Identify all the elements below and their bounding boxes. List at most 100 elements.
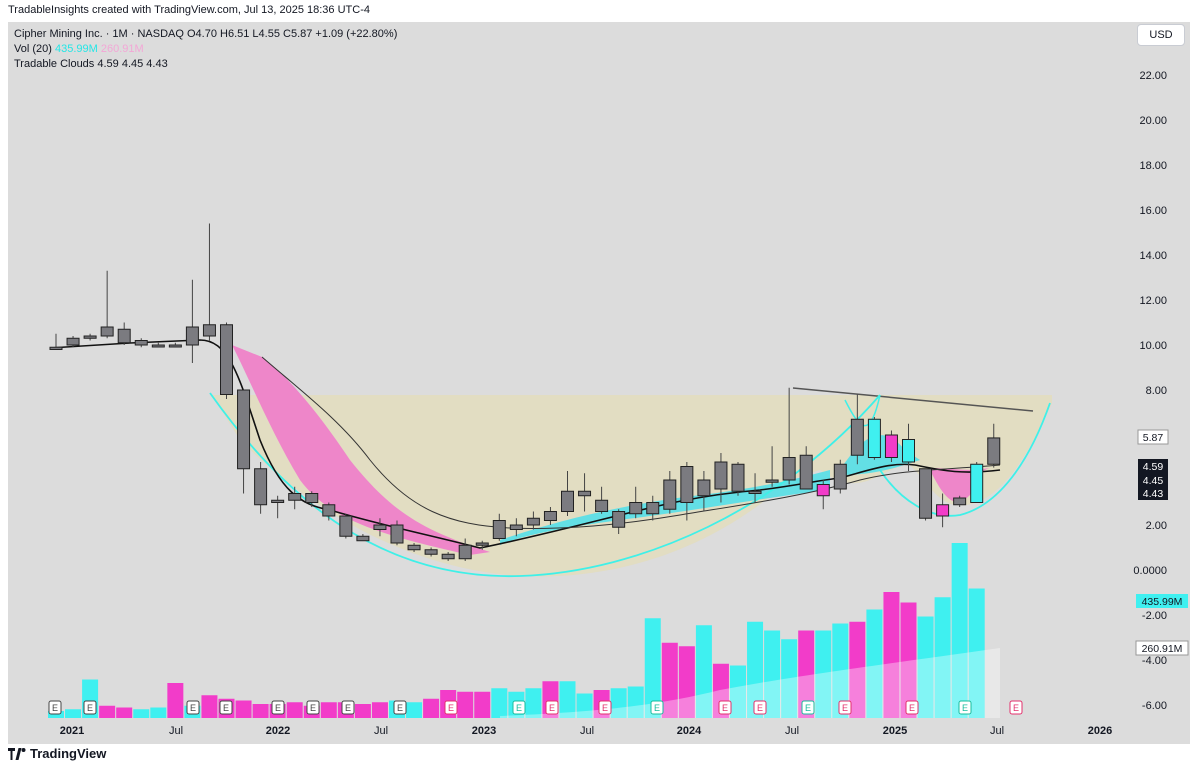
slow-ma-line[interactable] bbox=[261, 356, 1001, 529]
candle-body[interactable] bbox=[134, 340, 148, 346]
candle-body[interactable] bbox=[578, 490, 592, 497]
earnings-marker[interactable] bbox=[838, 700, 852, 715]
earnings-marker[interactable] bbox=[444, 700, 458, 715]
volume-bar[interactable] bbox=[883, 592, 900, 718]
volume-bar[interactable] bbox=[150, 707, 167, 719]
volume-bar[interactable] bbox=[678, 646, 695, 718]
cup-arc[interactable] bbox=[209, 392, 881, 578]
volume-bar[interactable] bbox=[406, 702, 423, 718]
candle-body[interactable] bbox=[424, 549, 438, 555]
earnings-marker[interactable] bbox=[958, 700, 972, 715]
candle-body[interactable] bbox=[680, 466, 694, 503]
candle-body[interactable] bbox=[458, 544, 472, 560]
volume-bar[interactable] bbox=[730, 665, 746, 719]
volume-bar[interactable] bbox=[99, 705, 116, 718]
clouds-line[interactable]: Tradable Clouds 4.59 4.45 4.43 bbox=[14, 58, 168, 70]
earnings-marker[interactable] bbox=[271, 700, 285, 715]
candle-body[interactable] bbox=[151, 344, 165, 348]
volume-bar[interactable] bbox=[832, 623, 849, 719]
candle-body[interactable] bbox=[526, 517, 540, 526]
volume-bar[interactable] bbox=[849, 621, 866, 718]
earnings-marker[interactable] bbox=[393, 700, 407, 715]
candle-body[interactable] bbox=[953, 497, 967, 506]
volume-bar[interactable] bbox=[457, 691, 474, 718]
candle-body[interactable] bbox=[185, 326, 199, 346]
volume-bar[interactable] bbox=[951, 543, 968, 718]
volume-bar[interactable] bbox=[354, 704, 371, 718]
volume-bar[interactable] bbox=[781, 639, 798, 718]
symbol-line[interactable]: Cipher Mining Inc. · 1M · NASDAQ O4.70 H… bbox=[14, 28, 398, 40]
candle-body[interactable] bbox=[49, 346, 63, 350]
volume-bar[interactable] bbox=[525, 688, 542, 718]
candle-body[interactable] bbox=[731, 463, 745, 492]
volume-bar[interactable] bbox=[866, 609, 883, 719]
candle-body[interactable] bbox=[612, 511, 626, 528]
candle-body[interactable] bbox=[799, 454, 813, 490]
volume-bar[interactable] bbox=[917, 616, 934, 719]
volume-bar[interactable] bbox=[900, 602, 917, 719]
volume-bar[interactable] bbox=[371, 702, 388, 718]
candle-body[interactable] bbox=[356, 535, 370, 542]
volume-bar[interactable] bbox=[201, 695, 218, 718]
earnings-marker[interactable] bbox=[718, 700, 732, 715]
volume-bar[interactable] bbox=[934, 597, 951, 718]
candle-body[interactable] bbox=[936, 504, 950, 517]
candle-body[interactable] bbox=[492, 520, 506, 539]
candle-body[interactable] bbox=[850, 418, 864, 456]
volume-bar[interactable] bbox=[815, 630, 832, 719]
volume-bar[interactable] bbox=[559, 681, 576, 718]
candle-body[interactable] bbox=[475, 542, 489, 546]
candle-body[interactable] bbox=[305, 493, 319, 503]
candle-body[interactable] bbox=[595, 499, 609, 512]
candle-body[interactable] bbox=[748, 490, 762, 494]
earnings-marker[interactable] bbox=[1009, 700, 1023, 715]
candle-body[interactable] bbox=[919, 468, 933, 519]
candle-body[interactable] bbox=[237, 389, 251, 470]
earnings-marker[interactable] bbox=[753, 700, 767, 715]
candle-body[interactable] bbox=[561, 490, 574, 512]
earnings-marker[interactable] bbox=[219, 700, 233, 715]
candle-body[interactable] bbox=[509, 524, 523, 530]
candle-body[interactable] bbox=[373, 524, 387, 530]
candle-body[interactable] bbox=[66, 337, 80, 346]
candle-body[interactable] bbox=[220, 324, 233, 395]
candle-body[interactable] bbox=[339, 515, 353, 537]
volume-bar[interactable] bbox=[474, 691, 491, 718]
volume-bar[interactable] bbox=[798, 630, 815, 719]
candle-body[interactable] bbox=[117, 328, 131, 344]
candle-body[interactable] bbox=[714, 461, 728, 490]
currency-button[interactable]: USD bbox=[1137, 24, 1185, 46]
candle-body[interactable] bbox=[902, 439, 915, 463]
earnings-marker[interactable] bbox=[905, 700, 919, 715]
volume-legend[interactable]: Vol (20) 435.99M 260.91M bbox=[14, 42, 397, 57]
candle-body[interactable] bbox=[697, 479, 711, 497]
earnings-marker[interactable] bbox=[48, 700, 62, 715]
volume-bar[interactable] bbox=[167, 683, 184, 718]
plot-area[interactable] bbox=[8, 22, 1190, 744]
candle-body[interactable] bbox=[271, 499, 285, 503]
candle-body[interactable] bbox=[202, 324, 216, 337]
candle-body[interactable] bbox=[646, 502, 660, 515]
volume-bar[interactable] bbox=[747, 621, 764, 718]
earnings-marker[interactable] bbox=[341, 700, 355, 715]
candle-body[interactable] bbox=[987, 437, 1001, 465]
volume-bar[interactable] bbox=[644, 618, 661, 718]
candle-body[interactable] bbox=[100, 326, 114, 337]
candle-body[interactable] bbox=[867, 418, 881, 458]
volume-bar[interactable] bbox=[661, 642, 678, 718]
candle-body[interactable] bbox=[543, 511, 557, 521]
volume-bar[interactable] bbox=[968, 588, 985, 719]
candle-body[interactable] bbox=[663, 479, 677, 510]
candle-body[interactable] bbox=[782, 457, 796, 481]
candle-body[interactable] bbox=[288, 493, 302, 501]
candle-body[interactable] bbox=[833, 463, 847, 490]
earnings-marker[interactable] bbox=[598, 700, 612, 715]
volume-bar[interactable] bbox=[320, 702, 337, 718]
earnings-marker[interactable] bbox=[306, 700, 320, 715]
volume-bar[interactable] bbox=[423, 698, 440, 718]
handle-arc[interactable] bbox=[879, 402, 1051, 517]
earnings-marker[interactable] bbox=[512, 700, 526, 715]
candle-body[interactable] bbox=[884, 434, 898, 458]
volume-bar[interactable] bbox=[576, 693, 593, 719]
